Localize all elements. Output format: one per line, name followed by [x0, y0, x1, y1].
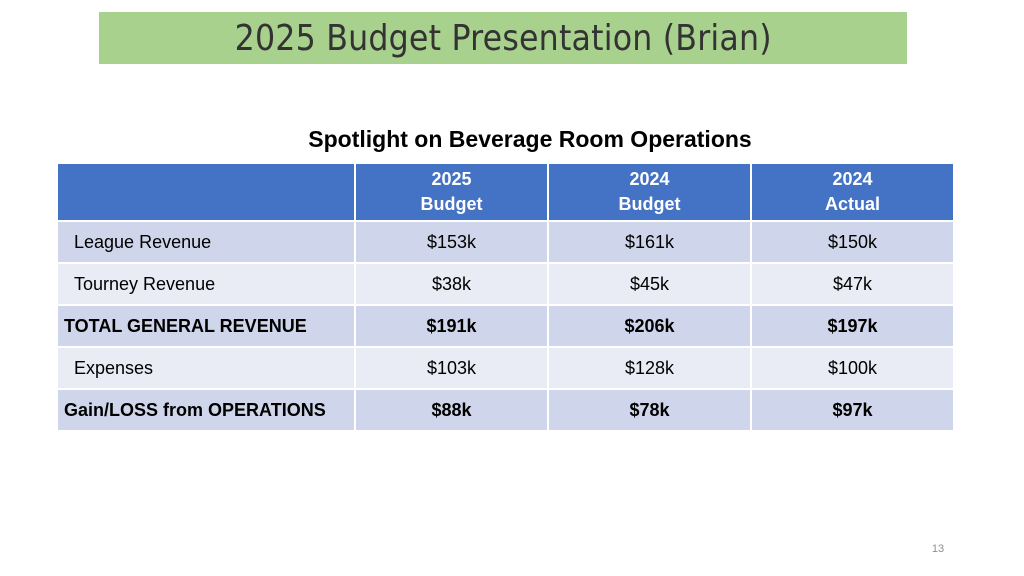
row-expenses: Expenses $103k $128k $100k	[56, 346, 955, 390]
title-bar: 2025 Budget Presentation (Brian)	[99, 12, 907, 64]
cell-2025-budget: $88k	[354, 388, 549, 432]
header-2024-actual: 2024 Actual	[750, 162, 955, 222]
cell-2024-actual: $100k	[750, 346, 955, 390]
row-tourney-revenue: Tourney Revenue $38k $45k $47k	[56, 262, 955, 306]
cell-2025-budget: $103k	[354, 346, 549, 390]
slide-title: 2025 Budget Presentation (Brian)	[234, 17, 772, 59]
header-year: 2024	[832, 169, 873, 189]
cell-2025-budget: $191k	[354, 304, 549, 348]
cell-2025-budget: $38k	[354, 262, 549, 306]
row-gain-loss-operations: Gain/LOSS from OPERATIONS $88k $78k $97k	[56, 388, 955, 432]
header-kind: Actual	[824, 194, 880, 214]
cell-2024-budget: $206k	[547, 304, 752, 348]
row-label: TOTAL GENERAL REVENUE	[56, 304, 356, 348]
header-2025-budget: 2025 Budget	[354, 162, 549, 222]
row-label: League Revenue	[56, 220, 356, 264]
row-label: Gain/LOSS from OPERATIONS	[56, 388, 356, 432]
row-league-revenue: League Revenue $153k $161k $150k	[56, 220, 955, 264]
header-2024-budget: 2024 Budget	[547, 162, 752, 222]
cell-2024-budget: $128k	[547, 346, 752, 390]
cell-2024-budget: $78k	[547, 388, 752, 432]
row-label: Expenses	[56, 346, 356, 390]
header-year: 2024	[629, 169, 670, 189]
table-header-row: 2025 Budget 2024 Budget 2024 Actual	[56, 162, 955, 222]
row-label: Tourney Revenue	[56, 262, 356, 306]
header-year: 2025	[431, 169, 472, 189]
operations-table: 2025 Budget 2024 Budget 2024 Actual Leag…	[56, 162, 955, 432]
table-caption: Spotlight on Beverage Room Operations	[308, 126, 752, 152]
row-total-general-revenue: TOTAL GENERAL REVENUE $191k $206k $197k	[56, 304, 955, 348]
page-number: 13	[931, 543, 945, 555]
header-kind: Budget	[618, 194, 681, 214]
cell-2024-actual: $97k	[750, 388, 955, 432]
cell-2024-actual: $150k	[750, 220, 955, 264]
cell-2024-actual: $47k	[750, 262, 955, 306]
cell-2024-budget: $45k	[547, 262, 752, 306]
header-cell-blank	[56, 162, 356, 222]
header-kind: Budget	[420, 194, 483, 214]
cell-2024-budget: $161k	[547, 220, 752, 264]
cell-2024-actual: $197k	[750, 304, 955, 348]
cell-2025-budget: $153k	[354, 220, 549, 264]
